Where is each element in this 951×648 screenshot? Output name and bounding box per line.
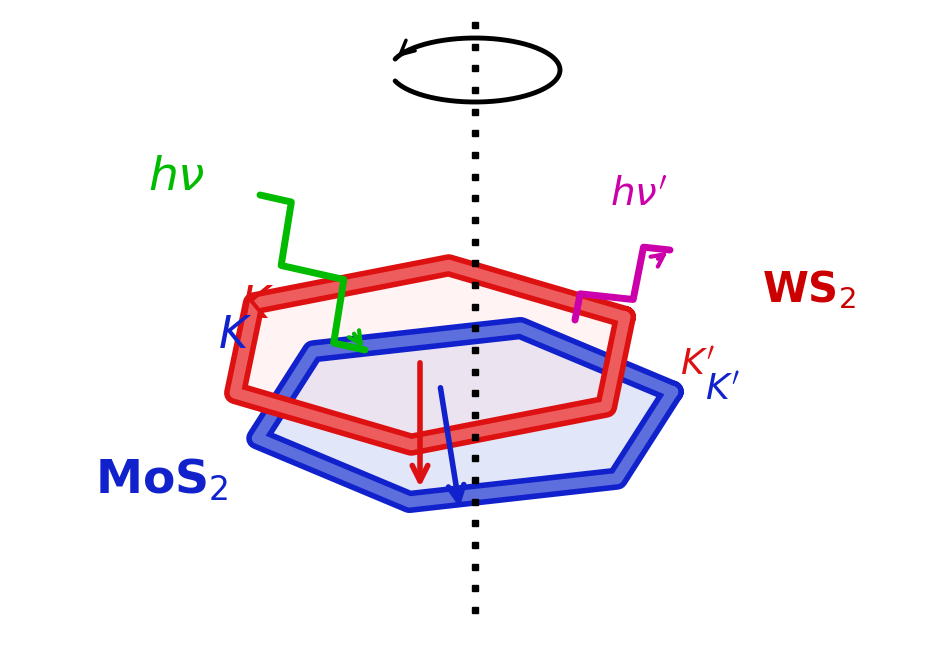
Text: $h\nu'$: $h\nu'$: [610, 176, 668, 214]
Text: $K$: $K$: [240, 284, 274, 327]
Text: $h\nu$: $h\nu$: [148, 156, 205, 200]
Text: MoS$_2$: MoS$_2$: [95, 457, 228, 503]
Text: $K'$: $K'$: [680, 348, 715, 382]
Text: $K'$: $K'$: [705, 373, 740, 407]
Text: $K$: $K$: [218, 314, 252, 356]
Polygon shape: [235, 265, 625, 445]
Polygon shape: [258, 328, 672, 502]
Text: WS$_2$: WS$_2$: [762, 268, 856, 312]
